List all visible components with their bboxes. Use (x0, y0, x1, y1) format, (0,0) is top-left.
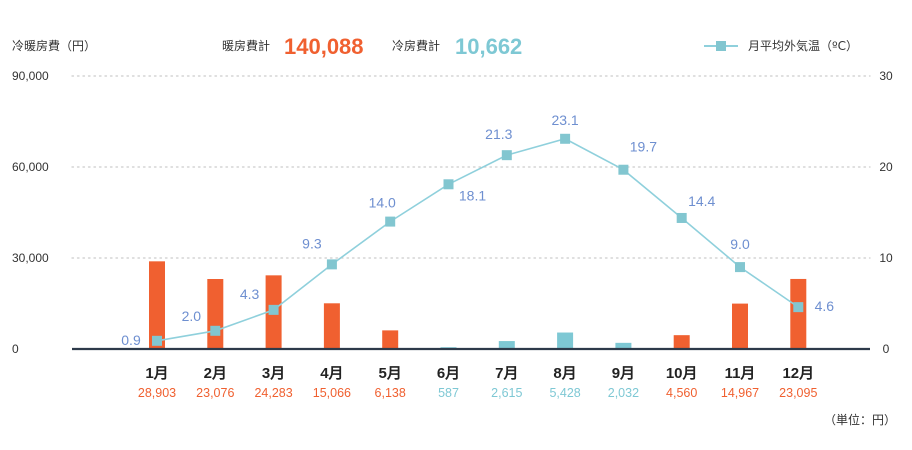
heating-total-label: 暖房費計 (222, 38, 270, 53)
temperature-value-label: 14.4 (688, 193, 715, 209)
left-axis-title: 冷暖房費（円） (12, 38, 96, 53)
temperature-marker (501, 150, 512, 161)
month-label: 4月 (320, 365, 343, 382)
temperature-marker (210, 325, 221, 336)
temperature-value-label: 9.3 (302, 235, 322, 251)
heating-cost-label: 15,066 (313, 386, 351, 400)
cooling-cost-label: 2,032 (608, 386, 639, 400)
temperature-value-label: 4.6 (815, 298, 835, 314)
month-label: 3月 (262, 365, 285, 382)
legend: 月平均外気温（ºC） (704, 38, 858, 53)
temperature-marker (268, 304, 279, 315)
temperature-value-label: 21.3 (485, 126, 512, 142)
temperature-value-label: 4.3 (240, 286, 260, 302)
month-label: 11月 (725, 365, 756, 382)
unit-note: （単位：円） (824, 412, 896, 427)
heating-cost-label: 23,076 (196, 386, 234, 400)
legend-label: 月平均外気温（ºC） (748, 38, 858, 53)
temperature-value-label: 14.0 (369, 195, 396, 211)
heating-bar (149, 261, 165, 349)
left-tick-label: 0 (12, 342, 19, 356)
right-axis-ticks: 0 10 20 30 (879, 69, 893, 356)
temperature-marker (676, 212, 687, 223)
right-tick-label: 20 (879, 160, 893, 174)
right-tick-label: 10 (879, 251, 893, 265)
month-label: 6月 (437, 365, 460, 382)
temperature-marker (618, 164, 629, 175)
temperature-value-label: 19.7 (630, 139, 657, 155)
heating-cost-label: 23,095 (779, 386, 817, 400)
heating-bar (673, 335, 690, 349)
heating-bar (323, 303, 340, 349)
temperature-marker (443, 179, 454, 190)
heating-bar (207, 279, 224, 349)
heating-cost-label: 4,560 (666, 386, 697, 400)
heating-bar (732, 303, 748, 349)
temperature-marker (385, 216, 396, 227)
month-label: 7月 (495, 365, 518, 382)
month-label: 9月 (612, 365, 635, 382)
x-axis-labels: 1月 28,903 2月 23,076 3月 24,283 4月 15,066 5月 6,138 6… (138, 365, 818, 400)
left-axis-ticks: 0 30,000 60,000 90,000 (12, 69, 49, 356)
temperature-value-label: 2.0 (182, 308, 202, 324)
cooling-total-label: 冷房費計 (392, 38, 440, 53)
cooling-cost-label: 5,428 (549, 386, 580, 400)
heating-total-value: 140,088 (284, 34, 364, 59)
month-label: 2月 (204, 365, 227, 382)
bars (149, 261, 807, 349)
month-label: 5月 (379, 365, 402, 382)
temperature-value-label: 18.1 (459, 187, 486, 203)
cooling-bar (615, 342, 632, 349)
temperature-value-label: 23.1 (551, 112, 578, 128)
temperature-line: 0.9 2.0 4.3 9.3 14.0 18.1 21.3 23.1 19.7 14.4 9.0 4… (121, 112, 834, 348)
heating-bar (382, 330, 399, 349)
legend-marker-swatch (716, 41, 726, 51)
temperature-value-label: 0.9 (121, 332, 141, 348)
left-tick-label: 30,000 (12, 251, 49, 265)
right-tick-label: 30 (879, 69, 893, 83)
heating-cost-label: 28,903 (138, 386, 176, 400)
temperature-marker (735, 262, 745, 273)
heating-bar (790, 278, 807, 349)
temperature-polyline (156, 137, 799, 342)
temperature-value-label: 9.0 (730, 236, 750, 252)
month-label: 8月 (553, 365, 576, 382)
temperature-marker (793, 302, 804, 313)
cooling-cost-label: 587 (438, 386, 459, 400)
month-label: 12月 (782, 365, 814, 382)
heating-cost-label: 14,967 (721, 386, 759, 400)
temperature-marker (560, 133, 571, 144)
cooling-total-value: 10,662 (455, 34, 522, 59)
cooling-bar (498, 341, 515, 349)
right-tick-label: 0 (883, 342, 890, 356)
temperature-marker (326, 259, 337, 270)
temperature-marker (152, 335, 162, 346)
cooling-bar (557, 332, 574, 349)
heating-cost-label: 24,283 (254, 386, 292, 400)
month-label: 1月 (145, 365, 168, 382)
cooling-cost-label: 2,615 (491, 386, 522, 400)
left-tick-label: 90,000 (12, 69, 49, 83)
month-label: 10月 (666, 365, 698, 382)
left-tick-label: 60,000 (12, 160, 49, 174)
heating-cost-label: 6,138 (375, 386, 406, 400)
grid (71, 75, 871, 259)
